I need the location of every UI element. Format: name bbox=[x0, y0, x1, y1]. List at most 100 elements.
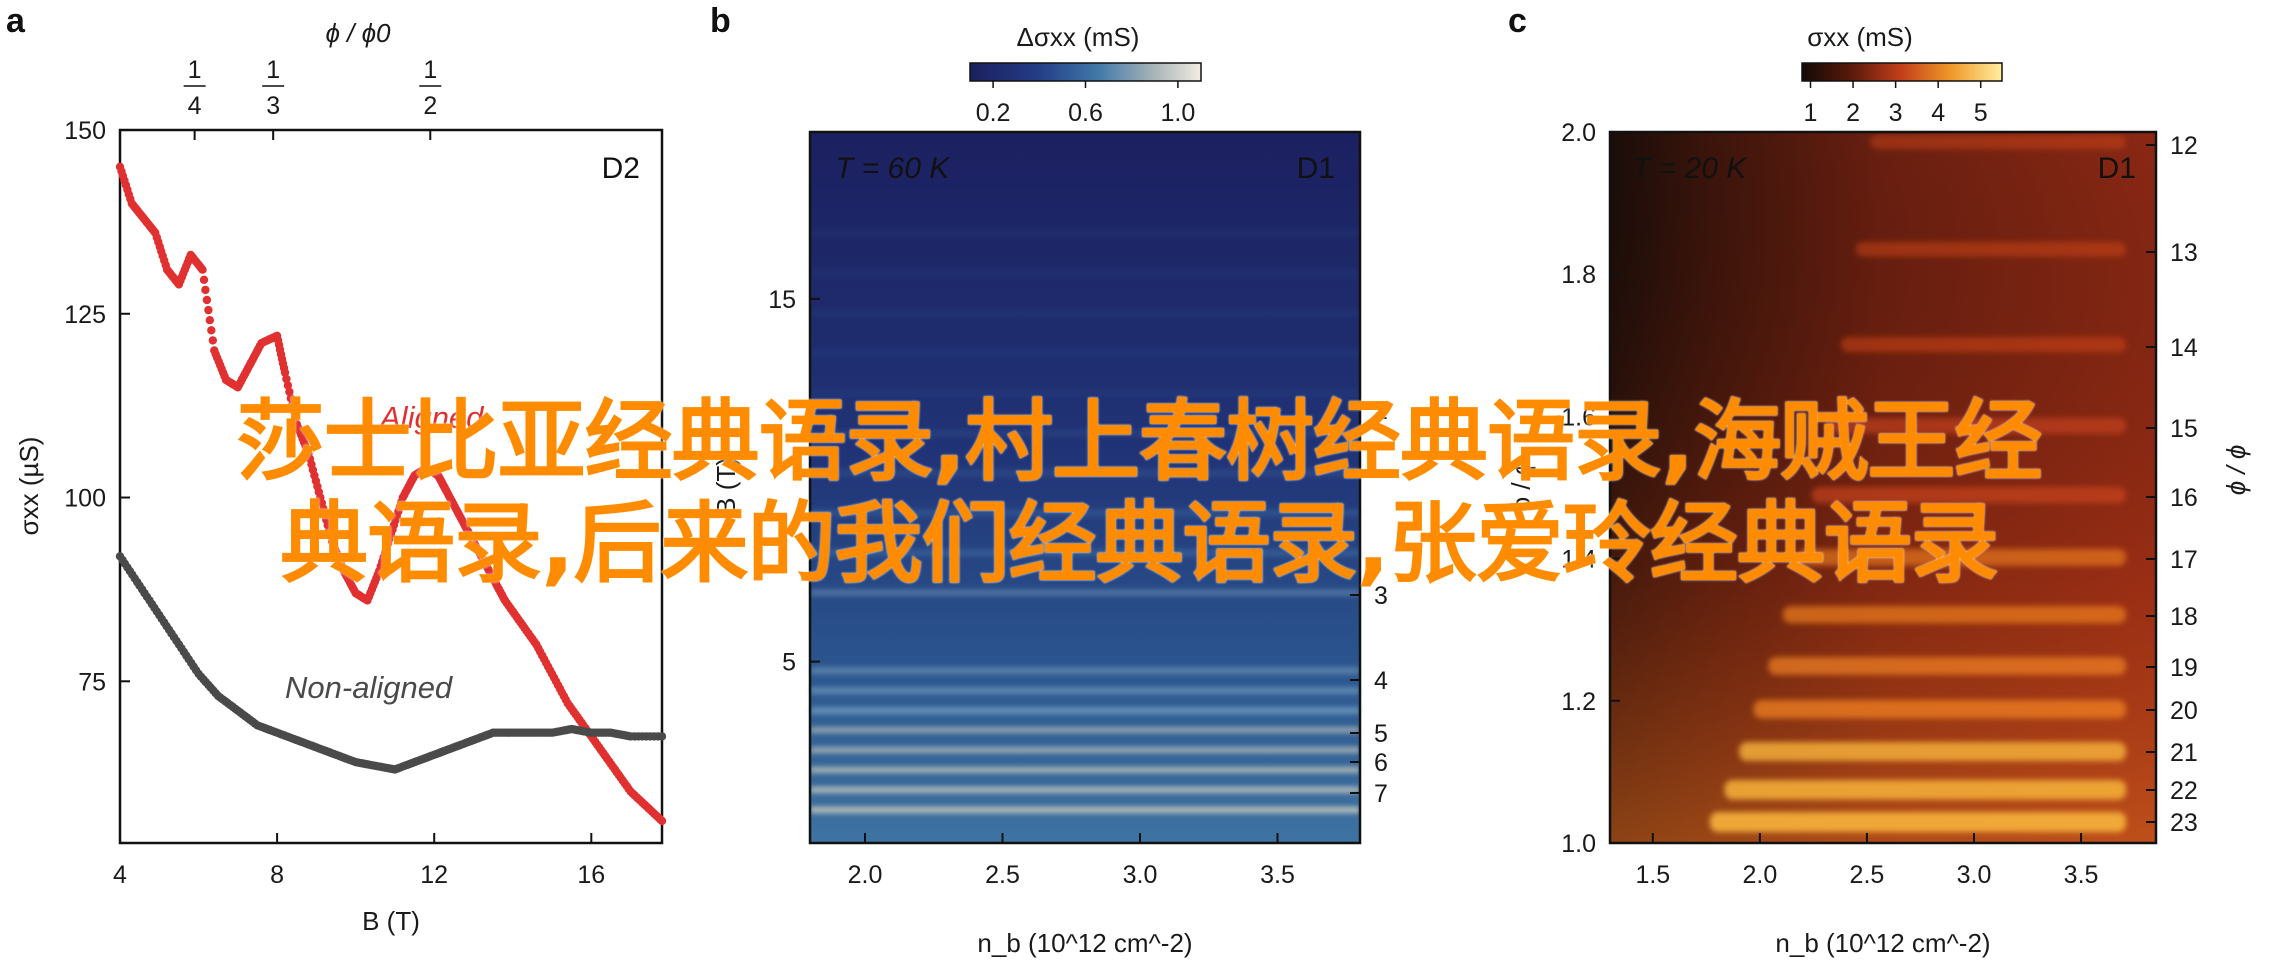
panel-a-frame bbox=[118, 128, 664, 845]
panel-b-right-tick-label-5: 7 bbox=[1374, 780, 1388, 808]
panel-a-y-tick-label-3: 150 bbox=[64, 117, 106, 145]
panel-b-right-tick-label-0: 2 bbox=[1374, 397, 1388, 425]
panel-a-letter: a bbox=[6, 2, 26, 40]
panel-b-band-12 bbox=[810, 430, 1360, 437]
panel-b-right-tick-label-2: 4 bbox=[1374, 667, 1388, 695]
panel-b-band-9 bbox=[810, 549, 1360, 556]
panel-c-y-tick-label-0: 1.0 bbox=[1561, 830, 1596, 858]
panel-c-cb-tick-label-0: 1 bbox=[1804, 99, 1818, 127]
panel-a-point-s0-62 bbox=[207, 326, 216, 335]
panel-c-right-tick-label-2: 14 bbox=[2170, 334, 2198, 362]
panel-a-top-tick-num-1: 1 bbox=[266, 56, 280, 84]
panel-a-x-label: B (T) bbox=[362, 906, 420, 936]
panel-b-band-17 bbox=[810, 230, 1360, 237]
panel-c-right-tick-label-6: 18 bbox=[2170, 603, 2198, 631]
panel-b-x-tick-label-2: 3.0 bbox=[1123, 861, 1158, 889]
panel-c-right-tick-label-4: 16 bbox=[2170, 484, 2198, 512]
panel-c-band-3 bbox=[1826, 418, 2126, 434]
panel-b-x-tick-label-3: 3.5 bbox=[1260, 861, 1295, 889]
panel-a-point-s1-216 bbox=[657, 732, 667, 741]
panel-c-x-tick-label-1: 2.0 bbox=[1742, 861, 1777, 889]
panel-a-point-s0-117 bbox=[288, 400, 297, 409]
panel-a-y-tick-label-1: 100 bbox=[64, 485, 106, 513]
panel-c-band-7 bbox=[1768, 657, 2126, 675]
panel-b-heatmap-bands bbox=[810, 230, 1360, 813]
panel-a-point-s0-58 bbox=[201, 285, 210, 295]
panel-c-right-tick-label-1: 13 bbox=[2170, 239, 2198, 267]
panel-c-band-0 bbox=[1870, 135, 2126, 149]
panel-c-device-label: D1 bbox=[2098, 152, 2136, 185]
panel-a-top-tick-den-1: 3 bbox=[266, 92, 280, 120]
panel-c-band-8 bbox=[1753, 700, 2126, 719]
panel-c-x-tick-label-3: 3.0 bbox=[1957, 861, 1992, 889]
panel-b-band-6 bbox=[810, 687, 1360, 694]
panel-c-y-tick-label-4: 1.8 bbox=[1561, 261, 1596, 289]
panel-a-y-label: σxx (µS) bbox=[14, 437, 44, 536]
panel-c-band-6 bbox=[1782, 606, 2126, 624]
panel-a-point-s0-116 bbox=[286, 394, 295, 403]
panel-c-colorbar-label: σxx (mS) bbox=[1807, 22, 1913, 52]
panel-b-cb-tick-label-1: 0.6 bbox=[1068, 99, 1103, 127]
panel-c-band-5 bbox=[1797, 549, 2126, 566]
panel-a-device-label: D2 bbox=[602, 152, 640, 185]
panel-b-y-tick-label-1: 15 bbox=[768, 286, 796, 314]
panel-b-band-1 bbox=[810, 787, 1360, 793]
panel-c-band-9 bbox=[1739, 742, 2126, 761]
panel-b-right-tick-label-4: 6 bbox=[1374, 749, 1388, 777]
panel-a-x-tick-label-1: 8 bbox=[270, 861, 284, 889]
panel-c-right-tick-label-9: 21 bbox=[2170, 739, 2198, 767]
panel-a-point-s0-114 bbox=[283, 381, 293, 390]
panel-a-top-axis-label: ϕ / ϕ0 bbox=[325, 18, 391, 48]
panel-b-band-5 bbox=[810, 707, 1360, 714]
panel-a-top-tick-den-0: 4 bbox=[188, 92, 202, 120]
panel-a-top-tick-num-2: 1 bbox=[423, 56, 437, 84]
panel-b-band-0 bbox=[810, 807, 1360, 813]
panel-a-point-s0-60 bbox=[204, 305, 213, 315]
panel-b-x-tick-label-1: 2.5 bbox=[985, 861, 1020, 889]
panel-c-band-4 bbox=[1811, 487, 2126, 504]
panel-b-heatmap-bg bbox=[810, 132, 1360, 843]
panel-c-right-tick-label-5: 17 bbox=[2170, 546, 2198, 574]
panel-b-y-label: B (T) bbox=[711, 457, 741, 515]
panel-b-band-16 bbox=[810, 270, 1360, 277]
panel-b-band-3 bbox=[810, 747, 1360, 753]
panel-c-y-tick-label-5: 2.0 bbox=[1561, 119, 1596, 147]
panel-a-point-s0-59 bbox=[202, 295, 212, 305]
panel-a-point-s0-113 bbox=[282, 374, 291, 384]
panel-a-top-axis: 1 4 1 3 1 2 bbox=[183, 56, 442, 140]
panel-c-cb-tick-label-3: 4 bbox=[1931, 99, 1945, 127]
watermark-line-2: 典语录,后来的我们经典语录,张爱玲经典语录 bbox=[280, 492, 1999, 595]
panel-b-band-4 bbox=[810, 727, 1360, 733]
panel-c-right-tick-label-3: 15 bbox=[2170, 415, 2198, 443]
panel-c-frame bbox=[1608, 130, 2158, 845]
panel-c-band-11 bbox=[1710, 812, 2126, 832]
panel-a-top-tick-num-0: 1 bbox=[188, 56, 202, 84]
panel-c-x-tick-label-4: 3.5 bbox=[2064, 861, 2099, 889]
panel-a-y-tick-label-2: 125 bbox=[64, 301, 106, 329]
panel-c-band-10 bbox=[1724, 780, 2126, 800]
panel-c-x-label: n_b (10^12 cm^-2) bbox=[1775, 928, 1990, 958]
panel-a-point-s0-118 bbox=[289, 407, 298, 416]
panel-b-x-label: n_b (10^12 cm^-2) bbox=[977, 928, 1192, 958]
panel-c-y-tick-label-3: 1.6 bbox=[1561, 403, 1596, 431]
panel-b-band-2 bbox=[810, 767, 1360, 773]
panel-a-point-s0-63 bbox=[208, 336, 217, 345]
panel-a-x-tick-label-0: 4 bbox=[113, 861, 127, 889]
panel-c-band-1 bbox=[1855, 242, 2126, 257]
panel-c-y-label: ϕ / ϕ bbox=[1506, 461, 1536, 512]
panel-a-point-s0-119 bbox=[291, 413, 300, 422]
panel-b-band-8 bbox=[810, 589, 1360, 596]
panel-b-right-tick-label-3: 5 bbox=[1374, 720, 1388, 748]
watermark-line-1: 莎士比亚经典语录,村上春树经典语录,海贼王经 bbox=[236, 390, 2043, 493]
panel-b-colorbar bbox=[969, 62, 1202, 82]
panel-c-cb-tick-label-1: 2 bbox=[1846, 99, 1860, 127]
panel-b-y-tick-label-0: 5 bbox=[782, 649, 796, 677]
panel-b-band-10 bbox=[810, 509, 1360, 516]
panel-b-band-14 bbox=[810, 350, 1360, 357]
panel-b-letter: b bbox=[710, 2, 731, 40]
panel-c-cb-tick-label-2: 3 bbox=[1889, 99, 1903, 127]
panel-b-band-15 bbox=[810, 310, 1360, 317]
